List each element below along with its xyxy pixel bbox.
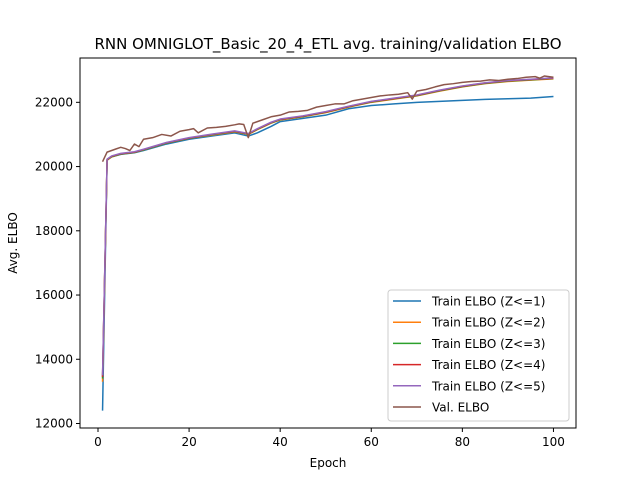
- series-line: [101, 77, 554, 376]
- series-line: [101, 75, 554, 163]
- y-tick-label: 16000: [35, 288, 73, 302]
- x-tick-label: 60: [364, 435, 379, 449]
- y-tick-label: 22000: [35, 95, 73, 109]
- x-tick-label: 80: [455, 435, 470, 449]
- legend-entries: Train ELBO (Z<=1) Train ELBO (Z<=2) Train …: [393, 295, 545, 415]
- x-tick-label: 100: [542, 435, 565, 449]
- legend-box: [387, 289, 570, 422]
- legend-label: Train ELBO (Z<=1): [431, 295, 545, 309]
- y-tick-label: 12000: [35, 417, 73, 431]
- x-tick-label: 0: [94, 435, 102, 449]
- legend-label: Train ELBO (Z<=2): [431, 316, 545, 330]
- plot-frame: [79, 57, 577, 429]
- legend-label: Train ELBO (Z<=5): [431, 379, 545, 393]
- legend-label: Train ELBO (Z<=4): [431, 358, 545, 372]
- x-axis: 0 20 40 60 80 100: [94, 428, 565, 449]
- y-tick-label: 14000: [35, 352, 73, 366]
- y-tick-label: 18000: [35, 224, 73, 238]
- y-axis-label: Avg. ELBO: [6, 212, 20, 274]
- legend-label: Train ELBO (Z<=3): [431, 337, 545, 351]
- x-tick-label: 40: [273, 435, 288, 449]
- series-layer: [101, 75, 554, 411]
- y-axis: 12000 14000 16000 18000 20000 22000: [35, 95, 80, 431]
- y-tick-label: 20000: [35, 160, 73, 174]
- legend: Train ELBO (Z<=1) Train ELBO (Z<=2) Train …: [387, 289, 570, 422]
- chart-title: RNN OMNIGLOT_Basic_20_4_ETL avg. trainin…: [94, 35, 561, 54]
- x-tick-label: 20: [181, 435, 196, 449]
- plot-area: [79, 57, 577, 429]
- x-axis-label: Epoch: [310, 456, 347, 470]
- legend-label: Val. ELBO: [432, 401, 489, 415]
